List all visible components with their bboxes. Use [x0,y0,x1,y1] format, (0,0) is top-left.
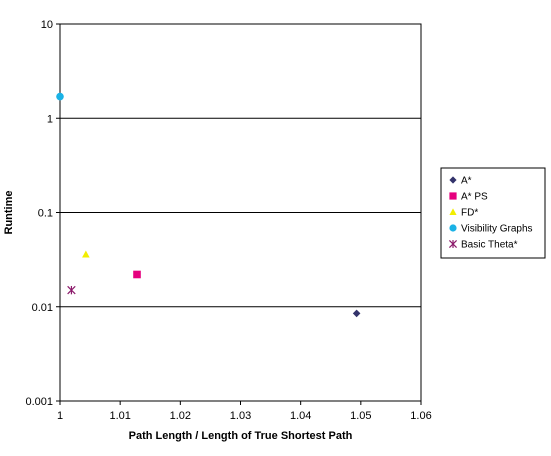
legend: A* A* PS FD* Visibility Graphs Basic Theta* [440,167,546,259]
legend-marker [449,224,457,232]
y-tick-label: 0.001 [25,396,53,408]
y-tick-label: 0.01 [32,302,53,314]
x-tick-label: 1.05 [350,410,371,422]
data-point [56,92,64,101]
x-tick-label: 1.01 [109,410,130,422]
legend-entry: FD* [461,208,478,219]
y-tick-label: 10 [41,19,53,31]
legend-entry: Visibility Graphs [461,224,533,235]
data-point [82,250,90,258]
legend-marker [449,176,457,184]
x-tick-label: 1.06 [410,410,431,422]
y-tick-label: 1 [47,113,53,125]
x-tick-label: 1.04 [290,410,311,422]
y-tick-label: 0.1 [38,208,53,220]
x-tick-label: 1.03 [230,410,251,422]
axis-ticks: 10 1 0.1 0.01 0.001 1 1.01 1.02 1.03 1.04 1.05 1.06 [25,19,431,422]
x-axis-title: Path Length / Length of True Shortest Pa… [129,430,353,442]
legend-entry: A* [461,176,472,187]
legend-marker [449,192,457,200]
y-axis-title: Runtime [3,191,15,235]
data-point [67,285,76,295]
x-tick-label: 1.02 [170,410,191,422]
data-point [352,309,361,318]
legend-entry: A* PS [461,192,488,203]
legend-marker [449,208,457,216]
data-point [133,270,141,279]
gridlines [60,23,421,402]
legend-marker [448,239,458,249]
x-tick-label: 1 [57,410,63,422]
data-points [56,92,361,318]
legend-box [440,167,546,259]
legend-entry: Basic Theta* [461,240,518,251]
